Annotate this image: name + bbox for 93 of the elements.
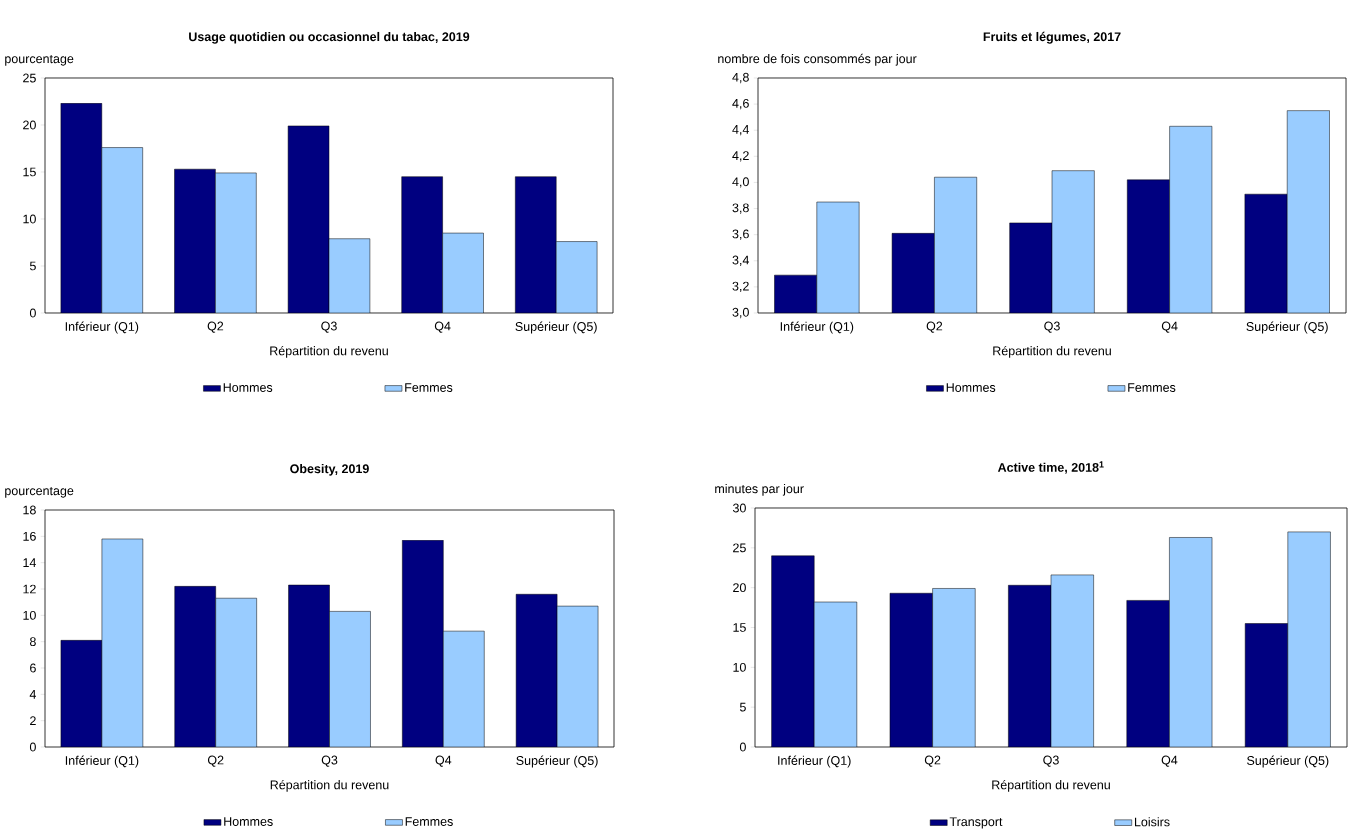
x-axis-title: Répartition du revenu bbox=[270, 345, 388, 358]
bar bbox=[771, 555, 815, 747]
y-tick-label: 15 bbox=[23, 167, 36, 177]
y-tick-label: 20 bbox=[733, 583, 746, 593]
y-tick-label: 20 bbox=[23, 120, 36, 130]
y-tick-label: 4,2 bbox=[732, 151, 749, 162]
y-tick-label: 4 bbox=[29, 690, 37, 699]
x-tick-label: Supérieur (Q5) bbox=[1247, 755, 1329, 768]
y-tick-label: 8 bbox=[29, 637, 36, 647]
y-tick-label: 6 bbox=[30, 663, 36, 673]
y-tick-label: 12 bbox=[23, 584, 36, 594]
y-tick-label: 4,8 bbox=[732, 72, 749, 84]
bar bbox=[288, 585, 330, 747]
y-tick-label: 2 bbox=[30, 716, 36, 726]
y-axis-title: nombre de fois consommés par jour bbox=[718, 53, 917, 66]
y-tick-label: 25 bbox=[23, 73, 36, 83]
bar bbox=[889, 593, 933, 747]
bar bbox=[402, 540, 444, 747]
y-tick-label: 4,4 bbox=[732, 125, 750, 136]
y-tick-label: 0 bbox=[739, 742, 746, 752]
chart-title: Obesity, 2019 bbox=[290, 464, 369, 476]
x-tick-label: Q4 bbox=[1161, 321, 1178, 333]
legend-label: Loisirs bbox=[1134, 817, 1170, 827]
y-tick-label: 25 bbox=[733, 543, 746, 553]
y-axis-title: minutes par jour bbox=[715, 483, 804, 496]
y-tick-label: 3,0 bbox=[732, 307, 749, 319]
legend-label: Transport bbox=[949, 817, 1003, 829]
x-tick-label: Inférieur (Q1) bbox=[65, 321, 139, 334]
x-axis-title: Répartition du revenu bbox=[992, 779, 1110, 792]
y-tick-label: 10 bbox=[23, 214, 36, 224]
y-tick-label: 14 bbox=[23, 558, 37, 567]
bar bbox=[556, 605, 599, 747]
y-tick-label: 4,6 bbox=[732, 98, 749, 110]
bar bbox=[215, 597, 257, 747]
x-tick-label: Q4 bbox=[435, 755, 452, 767]
x-tick-label: Q3 bbox=[321, 755, 338, 767]
legend-label: Femmes bbox=[405, 817, 453, 826]
legend-label: Hommes bbox=[946, 383, 996, 392]
legend-label: Hommes bbox=[223, 383, 273, 392]
bar bbox=[813, 601, 858, 747]
x-tick-label: Q2 bbox=[207, 755, 224, 767]
y-tick-label: 3,8 bbox=[732, 203, 749, 214]
bar bbox=[1287, 531, 1331, 747]
y-tick-label: 16 bbox=[23, 531, 36, 541]
y-tick-label: 5 bbox=[29, 261, 36, 271]
x-tick-label: Q2 bbox=[924, 755, 941, 767]
y-tick-label: 30 bbox=[732, 503, 746, 513]
bar bbox=[101, 538, 144, 747]
x-tick-label: Inférieur (Q1) bbox=[780, 321, 854, 334]
y-tick-label: 4,0 bbox=[732, 177, 749, 188]
x-tick-label: Q3 bbox=[1044, 321, 1060, 333]
y-tick-label: 18 bbox=[23, 505, 36, 515]
x-tick-label: Q2 bbox=[207, 321, 224, 333]
x-tick-label: Q4 bbox=[434, 321, 451, 333]
y-tick-label: 0 bbox=[29, 308, 36, 318]
x-tick-label: Inférieur (Q1) bbox=[65, 755, 139, 768]
x-tick-label: Supérieur (Q5) bbox=[516, 755, 598, 768]
bar bbox=[1008, 585, 1052, 747]
x-axis-title: Répartition du revenu bbox=[993, 345, 1111, 358]
y-tick-label: 3,2 bbox=[732, 281, 749, 293]
chart-title: Active time, 2018$^{1}$ bbox=[997, 461, 1104, 474]
bar bbox=[515, 594, 558, 747]
y-tick-label: 5 bbox=[739, 702, 746, 712]
x-tick-label: Q3 bbox=[321, 321, 337, 333]
bar bbox=[60, 640, 103, 747]
chart-title: Fruits et légumes, 2017 bbox=[983, 31, 1121, 44]
bar bbox=[1244, 623, 1289, 747]
bar bbox=[1126, 600, 1170, 747]
x-tick-label: Q3 bbox=[1043, 755, 1059, 767]
x-axis-title: Répartition du revenu bbox=[270, 779, 389, 792]
y-tick-label: 0 bbox=[29, 742, 36, 752]
y-tick-label: 3,6 bbox=[732, 229, 749, 240]
legend-label: Femmes bbox=[405, 383, 453, 392]
y-tick-label: 10 bbox=[23, 610, 36, 620]
y-axis-title: pourcentage bbox=[5, 486, 74, 498]
chart-title: Usage quotidien ou occasionnel du tabac, 2019 bbox=[189, 31, 470, 44]
legend-label: Femmes bbox=[1128, 383, 1176, 392]
bar bbox=[932, 588, 976, 747]
legend-label: Hommes bbox=[224, 817, 273, 826]
x-tick-label: Q4 bbox=[1161, 755, 1178, 767]
y-tick-label: 15 bbox=[733, 623, 746, 632]
y-tick-label: 10 bbox=[733, 662, 746, 672]
bar bbox=[1050, 574, 1094, 747]
x-tick-label: Supérieur (Q5) bbox=[1246, 321, 1328, 334]
y-tick-label: 3,4 bbox=[732, 255, 750, 266]
x-tick-label: Supérieur (Q5) bbox=[515, 321, 597, 334]
bar bbox=[1169, 537, 1213, 747]
bar bbox=[443, 630, 485, 747]
x-tick-label: Q2 bbox=[926, 321, 943, 333]
bar bbox=[329, 611, 371, 747]
bar bbox=[174, 586, 216, 747]
x-tick-label: Inférieur (Q1) bbox=[778, 755, 851, 768]
y-axis-title: pourcentage bbox=[5, 54, 74, 66]
